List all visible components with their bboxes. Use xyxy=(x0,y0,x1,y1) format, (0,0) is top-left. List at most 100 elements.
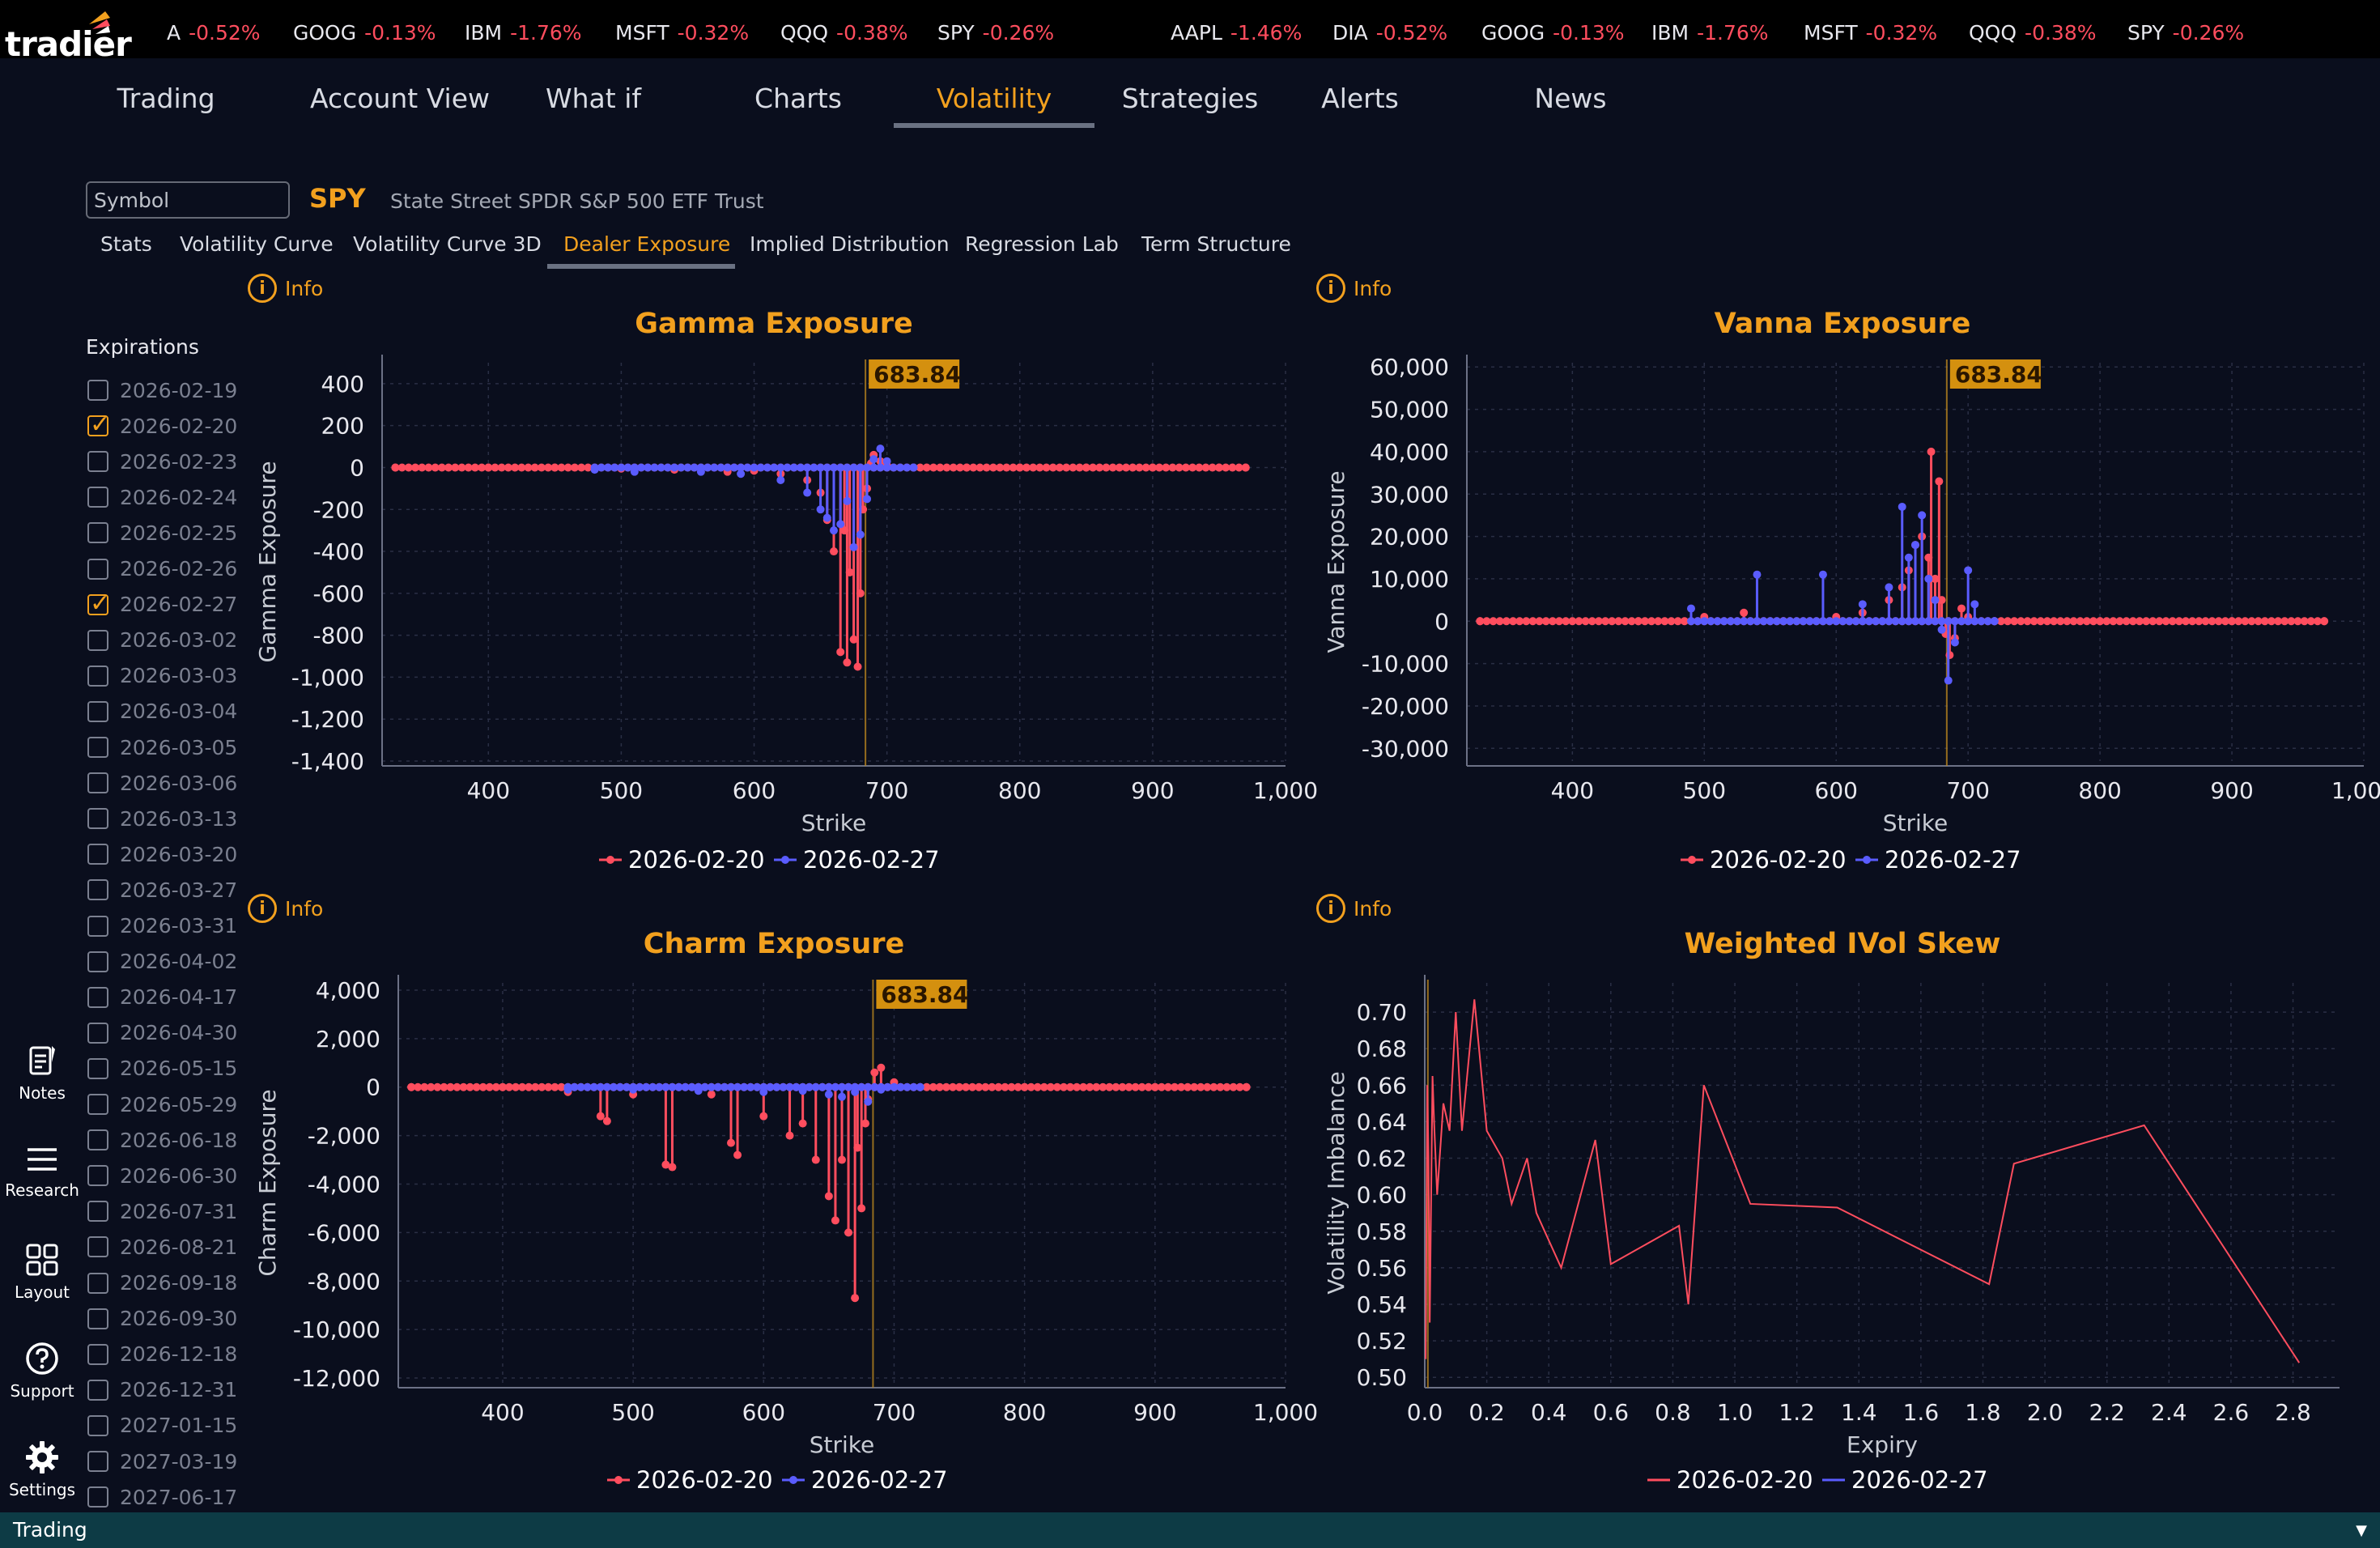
ticker-item[interactable]: QQQ -0.38% xyxy=(1969,21,2097,45)
expiration-checkbox[interactable] xyxy=(87,665,108,687)
expiration-item[interactable]: 2026-03-03 xyxy=(87,660,237,692)
expiration-checkbox[interactable] xyxy=(87,1057,108,1079)
expiration-item[interactable]: 2026-12-18 xyxy=(87,1338,237,1371)
expiration-checkbox[interactable] xyxy=(87,772,108,794)
expiration-checkbox[interactable] xyxy=(87,1272,108,1294)
expiration-item[interactable]: 2026-03-05 xyxy=(87,731,237,763)
ticker-item[interactable]: GOOG -0.13% xyxy=(293,21,436,45)
expiration-item[interactable]: 2026-04-30 xyxy=(87,1017,237,1049)
expiration-checkbox[interactable] xyxy=(87,589,110,618)
expiration-checkbox[interactable] xyxy=(87,844,108,865)
expiration-item[interactable]: 2027-06-17 xyxy=(87,1481,237,1513)
expiration-checkbox[interactable] xyxy=(87,451,108,473)
expiration-checkbox[interactable] xyxy=(87,700,108,722)
expiration-checkbox[interactable] xyxy=(87,950,108,972)
ticker-item[interactable]: MSFT -0.32% xyxy=(1804,21,1937,45)
ticker-item[interactable]: A -0.52% xyxy=(167,21,261,45)
tab-strategies[interactable]: Strategies xyxy=(1121,83,1259,114)
expiration-checkbox[interactable] xyxy=(87,1201,108,1223)
expiration-item[interactable]: 2026-09-18 xyxy=(87,1267,237,1299)
settings-button[interactable]: Settings xyxy=(0,1440,84,1499)
expiration-item[interactable]: 2026-03-13 xyxy=(87,802,237,835)
gamma-info-button[interactable]: i Info xyxy=(248,274,323,303)
skew-info-button[interactable]: i Info xyxy=(1316,894,1392,923)
subtab-volatility-curve-3d[interactable]: Volatility Curve 3D xyxy=(353,232,542,256)
expiration-item[interactable]: 2026-02-26 xyxy=(87,553,237,585)
subtab-implied-distribution[interactable]: Implied Distribution xyxy=(750,232,950,256)
support-button[interactable]: Support xyxy=(0,1341,84,1401)
expiration-checkbox[interactable] xyxy=(87,1308,108,1329)
subtab-term-structure[interactable]: Term Structure xyxy=(1141,232,1291,256)
expiration-checkbox[interactable] xyxy=(87,1022,108,1044)
tab-news[interactable]: News xyxy=(1534,83,1607,114)
expiration-item[interactable]: 2026-04-17 xyxy=(87,981,237,1014)
expiration-checkbox[interactable] xyxy=(87,915,108,937)
ticker-item[interactable]: SPY -0.26% xyxy=(2127,21,2244,45)
expiration-item[interactable]: 2026-07-31 xyxy=(87,1195,237,1227)
expiration-item[interactable]: 2026-03-27 xyxy=(87,874,237,906)
subtab-stats[interactable]: Stats xyxy=(100,232,152,256)
expiration-item[interactable]: 2026-03-31 xyxy=(87,910,237,942)
expiration-item[interactable]: 2027-03-19 xyxy=(87,1445,237,1478)
tab-what-if[interactable]: What if xyxy=(546,83,641,114)
expiration-item[interactable]: 2026-02-24 xyxy=(87,481,237,513)
ticker-item[interactable]: GOOG -0.13% xyxy=(1481,21,1625,45)
expiration-checkbox[interactable] xyxy=(87,1486,108,1508)
expiration-checkbox[interactable] xyxy=(87,558,108,580)
ticker-item[interactable]: MSFT -0.32% xyxy=(615,21,749,45)
expiration-checkbox[interactable] xyxy=(87,1165,108,1187)
expiration-item[interactable]: 2026-02-20 xyxy=(87,410,237,442)
subtab-regression-lab[interactable]: Regression Lab xyxy=(965,232,1119,256)
chevron-down-icon[interactable]: ▼ xyxy=(2356,1522,2367,1539)
subtab-dealer-exposure[interactable]: Dealer Exposure xyxy=(563,232,731,256)
expiration-checkbox[interactable] xyxy=(87,737,108,758)
expiration-checkbox[interactable] xyxy=(87,1129,108,1151)
expiration-item[interactable]: 2026-06-30 xyxy=(87,1159,237,1192)
ticker-item[interactable]: DIA -0.52% xyxy=(1332,21,1447,45)
expiration-item[interactable]: 2026-03-02 xyxy=(87,624,237,657)
expiration-item[interactable]: 2027-01-15 xyxy=(87,1410,237,1442)
symbol-input[interactable] xyxy=(86,181,290,219)
expiration-item[interactable]: 2026-08-21 xyxy=(87,1231,237,1263)
expiration-item[interactable]: 2026-09-30 xyxy=(87,1303,237,1335)
status-bar[interactable]: Trading ▼ xyxy=(0,1512,2380,1548)
expiration-item[interactable]: 2026-03-20 xyxy=(87,838,237,870)
expiration-item[interactable]: 2026-02-19 xyxy=(87,374,237,406)
notes-button[interactable]: Notes xyxy=(0,1043,84,1103)
tab-charts[interactable]: Charts xyxy=(754,83,842,114)
expiration-checkbox[interactable] xyxy=(87,629,108,651)
charm-info-button[interactable]: i Info xyxy=(248,894,323,923)
expiration-item[interactable]: 2026-05-15 xyxy=(87,1053,237,1085)
expiration-checkbox[interactable] xyxy=(87,1094,108,1115)
expiration-item[interactable]: 2026-06-18 xyxy=(87,1124,237,1156)
expiration-checkbox[interactable] xyxy=(87,380,108,401)
expiration-item[interactable]: 2026-05-29 xyxy=(87,1088,237,1121)
expiration-item[interactable]: 2026-03-04 xyxy=(87,695,237,728)
tab-account-view[interactable]: Account View xyxy=(309,83,491,114)
expiration-checkbox[interactable] xyxy=(87,522,108,544)
expiration-item[interactable]: 2026-02-27 xyxy=(87,589,237,621)
expiration-checkbox[interactable] xyxy=(87,487,108,508)
expiration-checkbox[interactable] xyxy=(87,986,108,1008)
expiration-checkbox[interactable] xyxy=(87,808,108,830)
expiration-item[interactable]: 2026-02-25 xyxy=(87,517,237,549)
expiration-checkbox[interactable] xyxy=(87,1343,108,1365)
expiration-checkbox[interactable] xyxy=(87,1379,108,1401)
expiration-checkbox[interactable] xyxy=(87,1236,108,1258)
tab-trading[interactable]: Trading xyxy=(117,83,215,114)
tradier-logo[interactable]: tradier xyxy=(5,6,132,64)
ticker-item[interactable]: QQQ -0.38% xyxy=(780,21,908,45)
layout-button[interactable]: Layout xyxy=(0,1242,84,1302)
ticker-item[interactable]: IBM -1.76% xyxy=(1651,21,1769,45)
expiration-checkbox[interactable] xyxy=(87,1414,108,1436)
ticker-item[interactable]: IBM -1.76% xyxy=(465,21,582,45)
ticker-item[interactable]: SPY -0.26% xyxy=(937,21,1054,45)
tab-alerts[interactable]: Alerts xyxy=(1321,83,1399,114)
subtab-volatility-curve[interactable]: Volatility Curve xyxy=(180,232,334,256)
expiration-checkbox[interactable] xyxy=(87,879,108,901)
expiration-item[interactable]: 2026-02-23 xyxy=(87,445,237,478)
expiration-checkbox[interactable] xyxy=(87,1451,108,1472)
ticker-item[interactable]: AAPL -1.46% xyxy=(1171,21,1302,45)
expiration-item[interactable]: 2026-04-02 xyxy=(87,946,237,978)
